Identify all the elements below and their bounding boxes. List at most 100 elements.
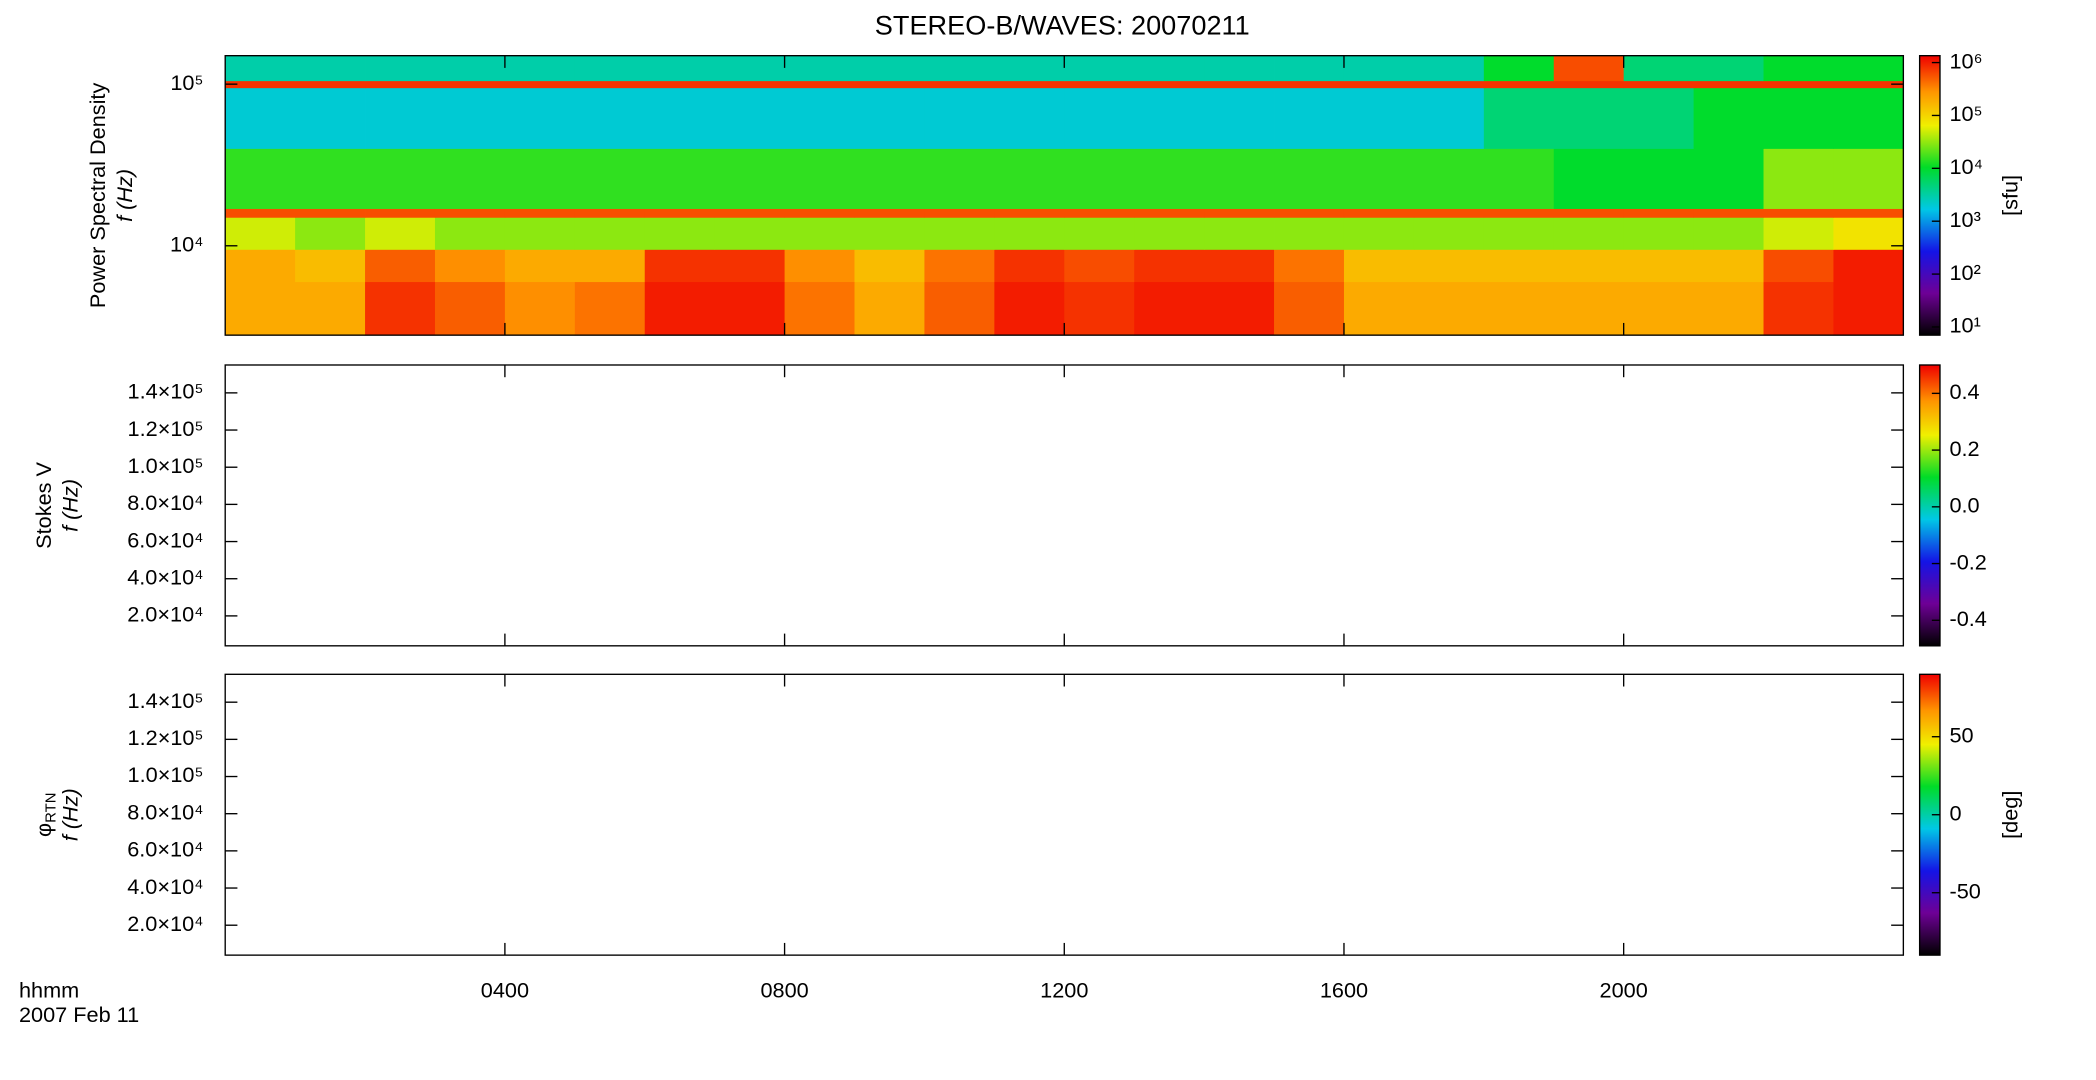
heatmap-cell [1623,281,1694,336]
colorbar-tick-label: 50 [1949,722,1973,747]
heatmap-cell [365,55,436,82]
heatmap-cell [1763,80,1834,89]
heatmap-cell [924,148,995,209]
heatmap-cell [1413,208,1485,218]
y-axis-label-text: Stokes V [31,461,56,548]
heatmap-cell [1553,281,1625,336]
heatmap-cell [994,55,1065,82]
heatmap-cell [295,249,366,283]
heatmap-cell [1343,87,1415,149]
heatmap-cell [714,55,785,82]
heatmap-cell [854,281,925,336]
heatmap-cell [1763,148,1834,209]
heatmap-cell [434,249,506,283]
colorbar-tick-label: 0.4 [1949,379,1979,404]
x-tick-label: 0800 [760,977,808,1002]
heatmap-cell [1413,281,1485,336]
heatmap-cell [434,80,506,89]
heatmap-cell [854,249,925,283]
heatmap-cell [225,87,296,149]
heatmap-cell [924,55,995,82]
heatmap-cell [1553,217,1625,250]
heatmap-cell [225,281,296,336]
y-axis-label: φRTN [31,792,60,836]
heatmap-cell [924,80,995,89]
heatmap-cell [1623,217,1694,250]
colorbar-tick-label: -0.4 [1949,606,1986,631]
heatmap-cell [365,208,436,218]
heatmap-cell [434,148,506,209]
colorbar-tick-label: 10⁵ [1949,101,1982,126]
heatmap-cell [784,87,855,149]
heatmap-cell [1693,208,1764,218]
heatmap-cell [295,217,366,250]
heatmap-cell [504,281,576,336]
heatmap-cell [1833,87,1904,149]
y-axis-label: Power Spectral Density [85,83,110,309]
heatmap-cell [714,87,785,149]
heatmap-cell [1343,80,1415,89]
y-tick-label: 1.4×10⁵ [128,688,204,713]
heatmap-cell [1763,208,1834,218]
heatmap-cell [295,55,366,82]
colorbar-label: [deg] [1998,791,2023,839]
heatmap-cell [225,80,296,89]
heatmap-cell [1064,249,1135,283]
heatmap-cell [574,208,646,218]
heatmap-cell [644,281,716,336]
y-tick-label: 8.0×10⁴ [127,799,203,824]
heatmap-cell [784,80,855,89]
heatmap-cell [1693,281,1764,336]
heatmap-cell [574,87,646,149]
heatmap-cell [434,281,506,336]
heatmap-cell [504,148,576,209]
heatmap-cell [1623,87,1694,149]
heatmap-cell [1623,148,1694,209]
heatmap-cell [574,148,646,209]
heatmap-cell [1483,281,1555,336]
heatmap-cell [1693,87,1764,149]
heatmap-cell [784,249,855,283]
heatmap-cell [1763,55,1834,82]
heatmap-cell [574,249,646,283]
heatmap-cell [1763,281,1834,336]
heatmap-cell [1553,148,1625,209]
heatmap-cell [1274,87,1345,149]
y-tick-label: 1.4×10⁵ [128,379,204,404]
heatmap-cell [1274,55,1345,82]
heatmap-cell [1833,148,1904,209]
heatmap-cell [225,55,296,82]
heatmap-cell [994,249,1065,283]
heatmap-cell [714,148,785,209]
heatmap-cell [924,281,995,336]
heatmap-cell [1134,281,1205,336]
heatmap-cell [1343,217,1415,250]
heatmap-cell [434,55,506,82]
heatmap-cell [574,55,646,82]
colorbar-tick-label: -0.2 [1949,549,1986,574]
heatmap-cell [365,87,436,149]
y-axis-label-text: Power Spectral Density [85,83,110,309]
heatmap-cell [784,281,855,336]
heatmap-cell [714,80,785,89]
heatmap-cell [1204,281,1275,336]
y-axis-unit: f (Hz) [112,169,137,222]
heatmap-cell [994,281,1065,336]
y-tick-label: 2.0×10⁴ [127,911,203,936]
heatmap-cell [504,208,576,218]
heatmap-cell [1064,281,1135,336]
heatmap-cell [574,80,646,89]
heatmap-cell [1064,148,1135,209]
heatmap-cell [854,217,925,250]
heatmap-cell [365,249,436,283]
heatmap-cell [1553,249,1625,283]
heatmap-cell [1693,148,1764,209]
heatmap-cell [1274,148,1345,209]
y-tick-label: 1.2×10⁵ [128,725,204,750]
heatmap-cell [1693,80,1764,89]
figure-title: STEREO-B/WAVES: 20070211 [875,9,1250,40]
heatmap-cell [994,87,1065,149]
heatmap-cell [504,87,576,149]
colorbar [1918,55,1941,336]
